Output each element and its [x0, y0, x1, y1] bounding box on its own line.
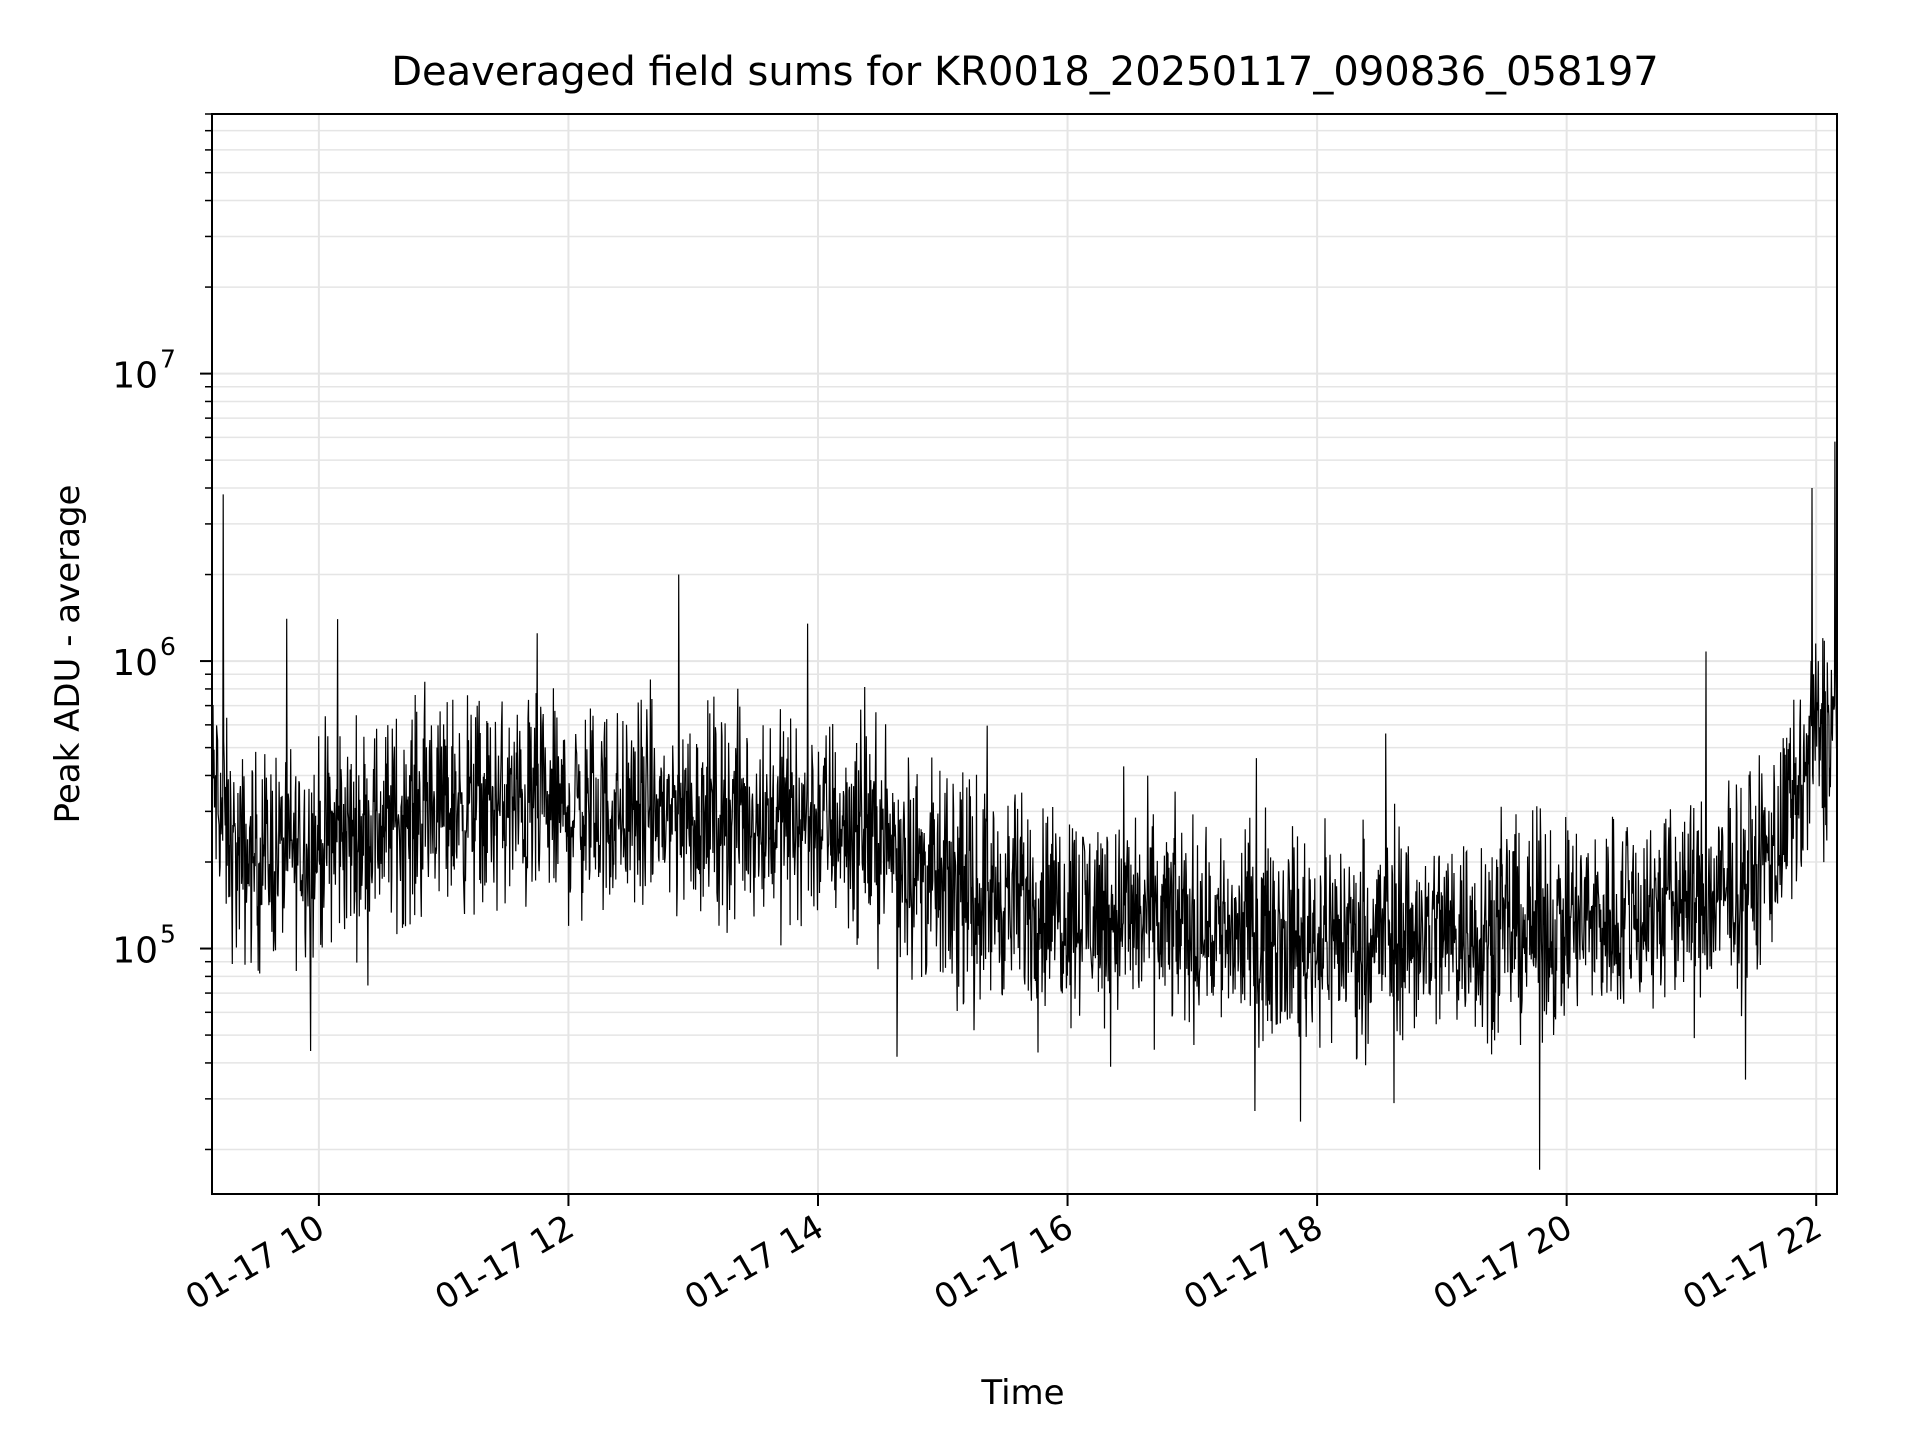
- y-tick-exponent: 6: [160, 632, 176, 661]
- plot-frame: [211, 113, 1838, 1195]
- y-axis-label: Peak ADU - average: [48, 485, 88, 824]
- series-path: [211, 441, 1838, 1170]
- chart-title: Deaveraged field sums for KR0018_2025011…: [391, 49, 1659, 95]
- y-tick-exponent: 7: [160, 345, 176, 374]
- y-tick-exponent: 5: [160, 920, 176, 949]
- y-tick-label: 10: [112, 643, 158, 684]
- grid: [212, 113, 1837, 1194]
- series-line: [211, 441, 1838, 1170]
- y-tick-label: 10: [112, 931, 158, 972]
- y-tick-label: 10: [112, 356, 158, 397]
- x-axis-label: Time: [980, 1373, 1064, 1413]
